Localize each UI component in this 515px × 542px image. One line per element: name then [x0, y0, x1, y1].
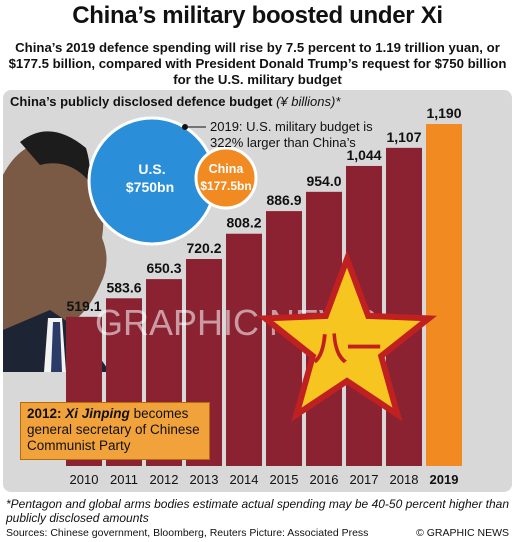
bar-2018	[386, 147, 422, 467]
chart-heading: China’s publicly disclosed defence budge…	[10, 94, 340, 109]
x-tick-2011: 2011	[110, 472, 138, 487]
sources: Sources: Chinese government, Bloomberg, …	[6, 527, 369, 539]
us-value: $750bn	[126, 179, 174, 195]
value-label-2016: 954.0	[306, 173, 341, 189]
chart-heading-unit: (¥ billions)*	[276, 94, 341, 109]
xi-callout: 2012: Xi Jinping becomes general secreta…	[20, 402, 210, 460]
value-label-2012: 650.3	[146, 260, 181, 276]
callout-text: becomes general secretary of Chinese Com…	[27, 406, 200, 453]
bar-2019	[426, 124, 462, 466]
value-label-2014: 808.2	[226, 215, 261, 231]
chart-heading-main: China’s publicly disclosed defence budge…	[10, 94, 273, 109]
callout-year: 2012:	[27, 406, 62, 421]
comparison-note-line2: 322% larger than China’s	[210, 135, 356, 150]
star-emblem-icon: 八一	[257, 250, 437, 422]
x-tick-2017: 2017	[350, 472, 379, 487]
china-value: $177.5bn	[200, 179, 251, 193]
x-tick-2013: 2013	[190, 472, 219, 487]
value-label-2017: 1,044	[346, 147, 381, 163]
x-tick-2015: 2015	[270, 472, 299, 487]
value-label-2019: 1,190	[426, 105, 461, 121]
value-label-2010: 519.1	[66, 298, 101, 314]
china-circle	[194, 146, 258, 210]
page-title: China’s military boosted under Xi	[72, 2, 443, 29]
comparison-note-line1: 2019: U.S. military budget is	[210, 119, 373, 134]
x-axis-labels: 2010 2011 2012 2013 2014 2015 2016 2017 2018 2019	[70, 472, 459, 487]
bar-2014	[226, 233, 262, 466]
value-label-2011: 583.6	[106, 279, 141, 295]
svg-text:八一: 八一	[313, 330, 381, 368]
x-tick-2019: 2019	[430, 472, 459, 487]
value-label-2013: 720.2	[186, 240, 221, 256]
credit: © GRAPHIC NEWS	[416, 527, 509, 539]
x-tick-2018: 2018	[390, 472, 419, 487]
us-label: U.S.	[138, 161, 165, 177]
x-tick-2010: 2010	[70, 472, 99, 487]
page-subtitle: China’s 2019 defence spending will rise …	[8, 40, 507, 87]
us-china-comparison: U.S. $750bn China $177.5bn 2019: U.S. mi…	[87, 116, 373, 246]
value-label-2015: 886.9	[266, 192, 301, 208]
callout-name: Xi Jinping	[65, 406, 130, 421]
x-tick-2014: 2014	[230, 472, 259, 487]
china-label: China	[209, 162, 245, 176]
value-labels: 519.1 583.6 650.3 720.2 808.2 886.9 954.0 1,044…	[66, 105, 461, 314]
footnote: *Pentagon and global arms bodies estimat…	[6, 497, 509, 525]
x-tick-2016: 2016	[310, 472, 339, 487]
value-label-2018: 1,107	[386, 129, 421, 145]
x-tick-2012: 2012	[150, 472, 179, 487]
